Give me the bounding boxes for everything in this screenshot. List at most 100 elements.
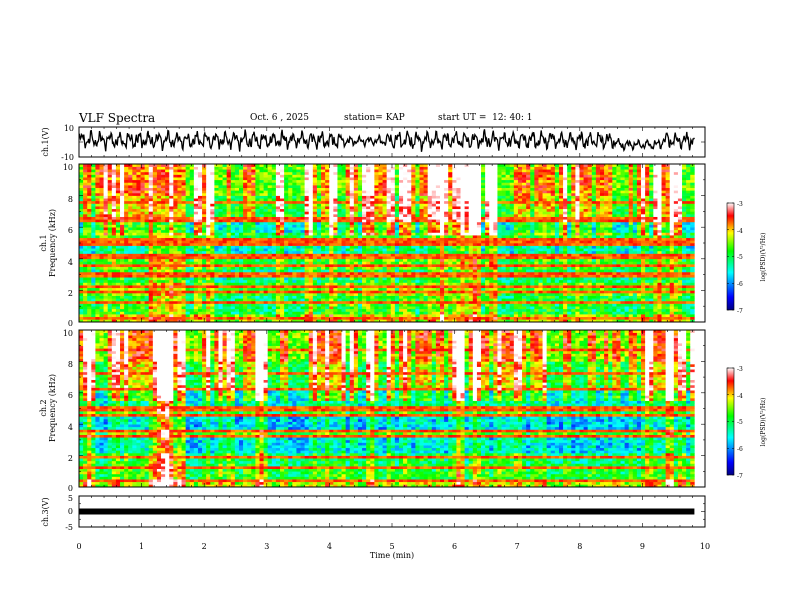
spectrogram-cell [185,250,191,254]
spectrogram-cell [280,285,285,289]
spectrogram-cell [370,245,375,249]
spectrogram-cell [366,229,371,233]
spectrogram-cell [161,295,166,299]
spectrogram-cell [95,293,100,296]
spectrogram-cell [345,206,351,210]
spectrogram-cell [83,295,88,299]
spectrogram-cell [316,219,322,223]
spectrogram-cell [271,248,277,252]
spectrogram-cell [267,319,273,323]
spectrogram-cell [370,282,375,286]
spectrogram-cell [312,221,318,225]
spectrogram-cell [304,274,310,278]
spectrogram-cell [370,179,375,183]
spectrogram-cell [267,219,273,223]
spectrogram-cell [107,264,113,267]
spectrogram-cell [226,314,232,318]
spectrogram-cell [259,216,264,220]
spectrogram-cell [91,253,96,257]
spectrogram-cell [247,274,252,278]
spectrogram-cell [337,295,342,299]
spectrogram-cell [275,316,281,320]
spectrogram-cell [329,293,334,296]
spectrogram-cell [366,166,371,170]
spectrogram-cell [398,171,404,175]
spectrogram-cell [193,198,199,202]
spectrogram-cell [95,298,100,302]
spectrogram-cell [169,164,174,167]
spectrogram-cell [378,208,383,212]
spectrogram-cell [394,190,400,194]
spectrogram-cell [206,274,211,278]
spectrogram-cell [91,300,96,304]
spectrogram-cell [366,185,371,188]
spectrogram-cell [79,250,84,254]
spectrogram-cell [144,314,150,318]
spectrogram-cell [214,293,219,296]
spectrogram-cell [292,261,297,265]
spectrogram-cell [120,293,125,296]
spectrogram-cell [177,248,182,252]
spectrogram-cell [398,256,404,260]
spectrogram-cell [357,261,363,265]
spectrogram-cell [234,235,240,239]
spectrogram-cell [238,232,244,236]
spectrogram-cell [132,290,137,294]
spectrogram-cell [386,216,392,220]
spectrogram-cell [177,261,182,265]
spectrogram-cell [128,200,133,204]
spectrogram-cell [386,208,392,212]
spectrogram-cell [193,232,199,236]
spectrogram-cell [271,290,277,294]
spectrogram-cell [193,282,199,286]
spectrogram-cell [206,169,211,173]
spectrogram-cell [156,169,162,173]
spectrogram-cell [353,240,359,244]
spectrogram-cell [144,177,150,181]
spectrogram-cell [374,258,379,262]
spectrogram-cell [99,179,104,183]
spectrogram-cell [214,214,219,217]
spectrogram-cell [161,319,166,323]
spectrogram-cell [386,232,392,236]
spectrogram-cell [288,203,293,207]
spectrogram-cell [370,198,375,202]
spectrogram-cell [218,308,223,312]
spectrogram-cell [214,182,219,186]
spectrogram-cell [210,237,215,241]
spectrogram-cell [296,282,301,286]
spectrogram-cell [226,208,232,212]
spectrogram-cell [193,277,199,281]
spectrogram-cell [161,243,166,246]
spectrogram-cell [161,174,166,178]
spectrogram-cell [374,166,379,170]
spectrogram-cell [202,300,207,304]
spectrogram-cell [259,264,264,267]
spectrogram-cell [83,300,88,304]
spectrogram-cell [329,243,334,246]
spectrogram-cell [181,171,186,175]
spectrogram-cell [222,185,227,188]
spectrogram-cell [206,287,211,291]
spectrogram-cell [296,295,301,299]
spectrogram-cell [263,200,269,204]
spectrogram-cell [312,308,318,312]
spectrogram-cell [321,240,326,244]
spectrogram-cell [316,256,322,260]
spectrogram-cell [152,245,158,249]
spectrogram-cell [218,295,223,299]
spectrogram-cell [312,203,318,207]
spectrogram-cell [390,187,396,191]
spectrogram-cell [144,269,150,273]
spectrogram-cell [345,192,351,196]
spectrogram-cell [378,303,383,307]
spectrogram-cell [120,169,125,173]
spectrogram-cell [243,221,248,225]
spectrogram-cell [267,174,273,178]
spectrogram-cell [99,300,104,304]
spectrogram-cell [132,198,137,202]
spectrogram-cell [366,200,371,204]
spectrogram-cell [95,229,100,233]
spectrogram-cell [255,208,260,212]
spectrogram-cell [107,293,113,296]
